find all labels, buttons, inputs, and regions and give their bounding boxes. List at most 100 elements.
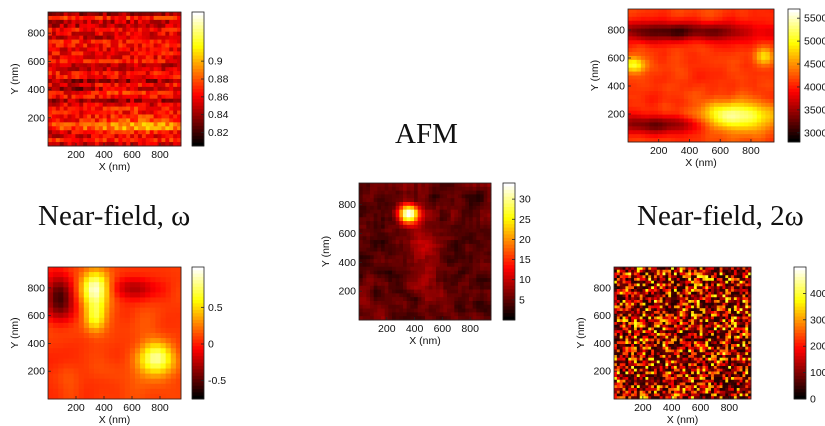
heatmap-cell	[425, 270, 430, 275]
heatmap-cell	[370, 247, 375, 252]
heatmap-cell	[683, 122, 689, 127]
heatmap-cell	[447, 194, 452, 199]
heatmap-cell	[743, 59, 749, 65]
heatmap-cell	[118, 43, 123, 48]
heatmap-cell	[381, 293, 386, 298]
heatmap-cell	[145, 12, 151, 17]
heatmap-cell	[465, 289, 470, 294]
heatmap-cell	[696, 48, 702, 53]
heatmap-cell	[436, 300, 441, 306]
heatmap-cell	[109, 363, 115, 369]
heatmap-cell	[761, 110, 766, 116]
heatmap-cell	[145, 358, 151, 364]
heatmap-cell	[87, 59, 92, 64]
heatmap-cell	[177, 142, 182, 147]
heatmap-cell	[666, 67, 672, 72]
heatmap-cell	[78, 302, 85, 309]
heatmap-cell	[99, 368, 105, 375]
heatmap-cell	[91, 43, 96, 48]
heatmap-cell	[645, 289, 649, 293]
heatmap-cell	[71, 75, 76, 80]
heatmap-cell	[48, 373, 54, 380]
heatmap-cell	[141, 23, 147, 29]
heatmap-cell	[137, 55, 143, 60]
heatmap-cell	[110, 51, 115, 56]
heatmap-cell	[454, 224, 459, 230]
heatmap-cell	[395, 266, 400, 271]
heatmap-cell	[671, 275, 675, 279]
heatmap-cell	[683, 95, 689, 100]
heatmap-cell	[370, 198, 375, 203]
heatmap-cell	[68, 373, 74, 380]
heatmap-cell	[668, 275, 672, 279]
heatmap-cell	[748, 63, 753, 69]
heatmap-cell	[140, 272, 146, 278]
heatmap-cell	[472, 259, 477, 264]
heatmap-cell	[688, 278, 692, 282]
heatmap-cell	[705, 272, 709, 276]
heatmap-cell	[78, 383, 85, 390]
heatmap-cell	[632, 114, 637, 119]
heatmap-cell	[145, 43, 151, 48]
heatmap-cell	[106, 102, 111, 107]
heatmap-cell	[425, 198, 430, 203]
heatmap-cell	[71, 82, 76, 88]
heatmap-cell	[487, 297, 492, 302]
heatmap-cell	[359, 236, 364, 241]
heatmap-cell	[726, 55, 732, 61]
heatmap-cell	[454, 194, 459, 199]
heatmap-cell	[487, 202, 492, 207]
heatmap-cell	[48, 55, 53, 60]
heatmap-cell	[99, 312, 105, 319]
heatmap-cell	[87, 27, 92, 33]
heatmap-cell	[483, 281, 488, 287]
heatmap-cell	[622, 289, 626, 293]
heatmap-cell	[487, 183, 492, 188]
heatmap-cell	[362, 232, 367, 237]
heatmap-cell	[63, 138, 68, 143]
heatmap-cell	[73, 388, 80, 395]
heatmap-cell	[366, 186, 371, 192]
heatmap-cell	[443, 312, 448, 317]
heatmap-cell	[662, 83, 668, 88]
heatmap-cell	[480, 274, 485, 279]
heatmap-cell	[406, 304, 411, 309]
heatmap-cell	[688, 20, 693, 26]
heatmap-cell	[388, 293, 393, 298]
heatmap-cell	[662, 63, 668, 69]
heatmap-cell	[443, 240, 448, 245]
heatmap-cell	[726, 114, 732, 119]
heatmap-cell	[102, 35, 108, 40]
heatmap-cell	[742, 286, 746, 290]
heatmap-cell	[443, 316, 448, 321]
heatmap-cell	[705, 16, 710, 22]
heatmap-cell	[675, 71, 680, 76]
heatmap-cell	[48, 31, 53, 37]
colorbar-tick-label: 0	[208, 339, 214, 351]
heatmap-cell	[399, 285, 404, 290]
heatmap-cell	[701, 130, 706, 135]
heatmap-cell	[381, 240, 386, 245]
heatmap-cell	[399, 300, 404, 306]
heatmap-cell	[436, 183, 441, 188]
heatmap-cell	[403, 255, 408, 260]
heatmap-cell	[628, 106, 633, 112]
heatmap-cell	[461, 293, 466, 298]
heatmap-cell	[98, 114, 104, 119]
heatmap-cell	[370, 221, 375, 226]
heatmap-cell	[666, 9, 672, 14]
heatmap-cell	[461, 228, 466, 233]
heatmap-cell	[656, 278, 661, 282]
heatmap-cell	[165, 23, 170, 29]
heatmap-cell	[432, 255, 437, 260]
heatmap-cell	[739, 75, 745, 80]
heatmap-cell	[436, 221, 441, 226]
heatmap-cell	[662, 67, 668, 72]
heatmap-cell	[155, 368, 161, 375]
heatmap-cell	[726, 59, 732, 65]
heatmap-cell	[685, 267, 689, 271]
heatmap-cell	[653, 286, 658, 290]
heatmap-cell	[662, 12, 668, 18]
heatmap-cell	[713, 52, 719, 57]
heatmap-cell	[91, 63, 96, 68]
